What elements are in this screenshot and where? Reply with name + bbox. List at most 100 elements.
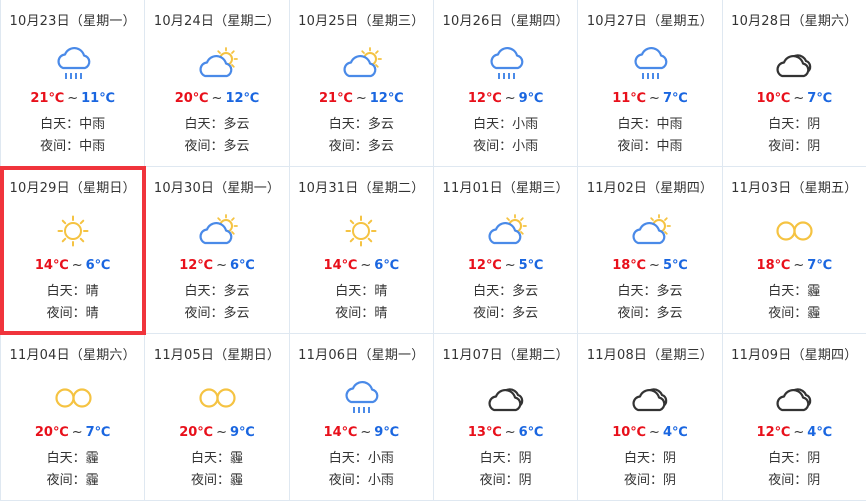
night-value: 阴 [807, 139, 821, 154]
day-forecast-cell[interactable]: 11月09日（星期四） 12℃ ~4℃ 白天：阴 夜间：阴 [722, 334, 866, 501]
forecast-date: 10月30日（星期一） [153, 181, 281, 196]
night-label: 夜间： [328, 139, 368, 154]
forecast-date: 11月05日（星期日） [153, 348, 281, 363]
day-forecast-cell[interactable]: 11月04日（星期六） 20℃ ~7℃ 白天：霾 夜间：霾 [1, 334, 146, 501]
tilde: ~ [649, 425, 660, 440]
high-temp: 18℃ [756, 258, 791, 273]
partly-cloudy-icon [195, 209, 239, 253]
day-forecast-cell[interactable]: 10月29日（星期日） 14℃ ~6℃ 白天：晴 夜间：晴 [0, 166, 147, 335]
daytime-weather: 白天：中雨 [1, 113, 144, 132]
daytime-weather: 白天：多云 [145, 113, 288, 132]
night-label: 夜间： [335, 306, 375, 321]
forecast-date: 11月08日（星期三） [586, 348, 714, 363]
day-value: 小雨 [512, 117, 539, 132]
night-weather: 夜间：多云 [434, 302, 577, 321]
temperature-range: 20℃ ~9℃ [145, 425, 288, 440]
day-forecast-cell[interactable]: 11月05日（星期日） 20℃ ~9℃ 白天：霾 夜间：霾 [145, 334, 290, 501]
daytime-weather: 白天：晴 [1, 280, 144, 299]
high-temp: 20℃ [179, 425, 214, 440]
day-forecast-cell[interactable]: 10月23日（星期一） 21℃ ~11℃ 白天：中雨 夜间：中雨 [1, 0, 146, 167]
night-weather: 夜间：晴 [1, 302, 144, 321]
tilde: ~ [211, 91, 223, 106]
night-value: 多云 [367, 139, 394, 154]
daytime-weather: 白天：阴 [434, 447, 577, 466]
temperature-range: 21℃ ~11℃ [1, 91, 144, 106]
day-label: 白天： [768, 284, 808, 299]
high-temp: 14℃ [34, 258, 69, 273]
night-label: 夜间： [473, 306, 513, 321]
partly-cloudy-icon [628, 209, 672, 253]
night-label: 夜间： [623, 473, 663, 488]
night-weather: 夜间：多云 [578, 302, 721, 321]
forecast-date: 10月29日（星期日） [9, 181, 136, 196]
low-temp: 9℃ [518, 91, 544, 106]
day-forecast-cell[interactable]: 10月27日（星期五） 11℃ ~7℃ 白天：中雨 夜间：中雨 [578, 0, 723, 167]
temperature-range: 20℃ ~7℃ [1, 425, 144, 440]
night-value: 多云 [656, 306, 683, 321]
night-value: 霾 [229, 473, 243, 488]
night-value: 中雨 [79, 139, 106, 154]
daytime-weather: 白天：多云 [434, 280, 577, 299]
day-label: 白天： [617, 284, 657, 299]
day-forecast-cell[interactable]: 11月01日（星期三） 12℃ ~5℃ 白天：多云 夜间：多云 [433, 167, 579, 334]
low-temp: 11℃ [81, 91, 115, 106]
day-value: 阴 [518, 451, 532, 466]
night-label: 夜间： [617, 139, 657, 154]
day-forecast-cell[interactable]: 11月02日（星期四） 18℃ ~5℃ 白天：多云 夜间：多云 [578, 167, 723, 334]
night-weather: 夜间：多云 [145, 302, 288, 321]
night-weather: 夜间：霾 [723, 302, 866, 321]
day-forecast-cell[interactable]: 10月31日（星期二） 14℃ ~6℃ 白天：晴 夜间：晴 [289, 167, 434, 334]
temperature-range: 12℃ ~6℃ [145, 258, 288, 273]
temperature-range: 10℃ ~7℃ [723, 91, 866, 106]
night-weather: 夜间：多云 [145, 135, 288, 154]
low-temp: 5℃ [662, 258, 688, 273]
daytime-weather: 白天：小雨 [290, 447, 433, 466]
tilde: ~ [71, 258, 83, 273]
day-forecast-cell[interactable]: 10月24日（星期二） 20℃ ~12℃ 白天：多云 夜间：多云 [145, 0, 290, 167]
daytime-weather: 白天：霾 [145, 447, 288, 466]
low-temp: 4℃ [662, 425, 688, 440]
day-forecast-cell[interactable]: 11月08日（星期三） 10℃ ~4℃ 白天：阴 夜间：阴 [578, 334, 723, 501]
low-temp: 12℃ [225, 91, 260, 106]
day-forecast-cell[interactable]: 11月07日（星期二） 13℃ ~6℃ 白天：阴 夜间：阴 [433, 334, 579, 501]
low-temp: 7℃ [807, 91, 833, 106]
daytime-weather: 白天：阴 [578, 447, 721, 466]
day-label: 白天： [617, 117, 657, 132]
night-weather: 夜间：中雨 [1, 135, 144, 154]
day-forecast-cell[interactable]: 11月06日（星期一） 14℃ ~9℃ 白天：小雨 夜间：小雨 [289, 334, 434, 501]
daytime-weather: 白天：小雨 [434, 113, 577, 132]
day-forecast-cell[interactable]: 11月03日（星期五） 18℃ ~7℃ 白天：霾 夜间：霾 [722, 167, 866, 334]
day-forecast-cell[interactable]: 10月28日（星期六） 10℃ ~7℃ 白天：阴 夜间：阴 [722, 0, 866, 167]
night-weather: 夜间：阴 [723, 469, 866, 488]
tilde: ~ [793, 425, 805, 440]
day-forecast-cell[interactable]: 10月25日（星期三） 21℃ ~12℃ 白天：多云 夜间：多云 [289, 0, 434, 167]
day-value: 阴 [662, 451, 676, 466]
high-temp: 21℃ [319, 91, 353, 106]
sunny-icon [51, 209, 95, 253]
day-forecast-cell[interactable]: 10月26日（星期四） 12℃ ~9℃ 白天：小雨 夜间：小雨 [433, 0, 579, 167]
low-temp: 5℃ [518, 258, 544, 273]
sunny-icon [339, 209, 383, 253]
tilde: ~ [360, 258, 372, 273]
daytime-weather: 白天：霾 [723, 280, 866, 299]
tilde: ~ [216, 425, 227, 440]
high-temp: 12℃ [467, 258, 502, 273]
day-value: 晴 [85, 284, 99, 299]
night-value: 小雨 [512, 139, 539, 154]
high-temp: 20℃ [174, 91, 209, 106]
night-value: 霾 [85, 473, 99, 488]
haze-icon [195, 376, 239, 420]
night-label: 夜间： [768, 306, 808, 321]
forecast-date: 10月23日（星期一） [9, 14, 136, 29]
daytime-weather: 白天：中雨 [578, 113, 721, 132]
night-label: 夜间： [328, 473, 368, 488]
day-value: 多云 [223, 117, 250, 132]
night-value: 多云 [223, 306, 250, 321]
low-temp: 7℃ [662, 91, 688, 106]
day-forecast-cell[interactable]: 10月30日（星期一） 12℃ ~6℃ 白天：多云 夜间：多云 [145, 167, 290, 334]
high-temp: 11℃ [612, 91, 647, 106]
forecast-date: 10月28日（星期六） [731, 14, 858, 29]
night-weather: 夜间：阴 [578, 469, 721, 488]
night-label: 夜间： [617, 306, 657, 321]
